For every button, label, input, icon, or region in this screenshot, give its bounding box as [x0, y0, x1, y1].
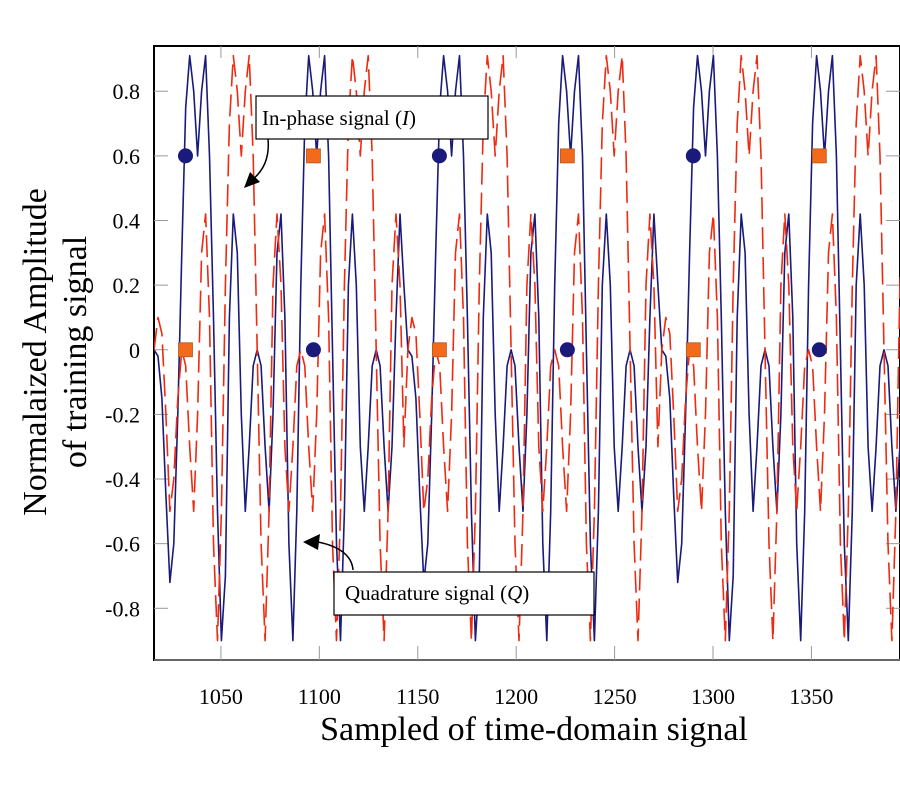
annotation-quadrature-arrow [317, 541, 354, 571]
in-phase-marker [431, 148, 447, 164]
series-quadrature-line [154, 54, 900, 642]
x-tick-label: 1200 [494, 684, 538, 709]
quadrature-marker [432, 342, 447, 358]
annotation-quadrature: Quadrature signal (Q) [303, 534, 595, 616]
in-phase-marker [305, 342, 321, 358]
annotation-in-phase: In-phase signal (I) [244, 95, 489, 188]
series-in-phase-line [154, 54, 900, 642]
y-tick-label: 0.4 [113, 209, 141, 234]
annotation-in-phase-box [255, 95, 489, 140]
in-phase-marker [177, 148, 193, 164]
x-tick-label: 1100 [298, 684, 341, 709]
quadrature-marker [178, 342, 193, 358]
x-tick-label: 1050 [199, 684, 243, 709]
y-tick-label: -0.6 [105, 532, 140, 557]
x-tick-label: 1250 [593, 684, 637, 709]
annotation-quadrature-text: Quadrature signal (Q) [345, 581, 529, 605]
in-phase-marker [685, 148, 701, 164]
y-tick-label: 0.6 [113, 144, 141, 169]
annotation-in-phase-arrowhead [244, 172, 260, 188]
y-tick-label: 0.2 [113, 273, 141, 298]
annotation-in-phase-text: In-phase signal (I) [262, 106, 416, 130]
quadrature-marker [811, 148, 827, 164]
x-tick-label: 1150 [396, 684, 439, 709]
x-ticks: 1050 1100 1150 1200 1250 1300 1350 [199, 46, 833, 709]
y-axis-title-line2: of training signal [57, 236, 94, 468]
series-layer [154, 54, 900, 642]
in-phase-marker [559, 342, 575, 358]
marker-layer [177, 148, 827, 358]
y-axis-title-line1: Normalaized Amplitude [17, 188, 54, 516]
y-tick-label: 0.8 [113, 79, 141, 104]
y-tick-label: 0 [129, 338, 140, 363]
x-tick-label: 1300 [691, 684, 735, 709]
in-phase-marker [811, 342, 827, 358]
quadrature-marker [685, 342, 701, 358]
y-tick-label: -0.8 [105, 596, 140, 621]
annotation-in-phase-arrow [251, 138, 270, 181]
annotation-quadrature-box [333, 571, 595, 616]
x-axis-title: Sampled of time-domain signal [320, 711, 748, 748]
quadrature-marker [306, 148, 321, 164]
quadrature-marker [559, 148, 575, 164]
annotation-quadrature-arrowhead [303, 534, 320, 550]
x-tick-label: 1350 [789, 684, 833, 709]
y-tick-label: -0.4 [105, 467, 140, 492]
y-tick-label: -0.2 [105, 402, 140, 427]
y-ticks: 0.8 0.6 0.4 0.2 0 -0.2 -0.4 -0.6 -0.8 [105, 79, 900, 621]
